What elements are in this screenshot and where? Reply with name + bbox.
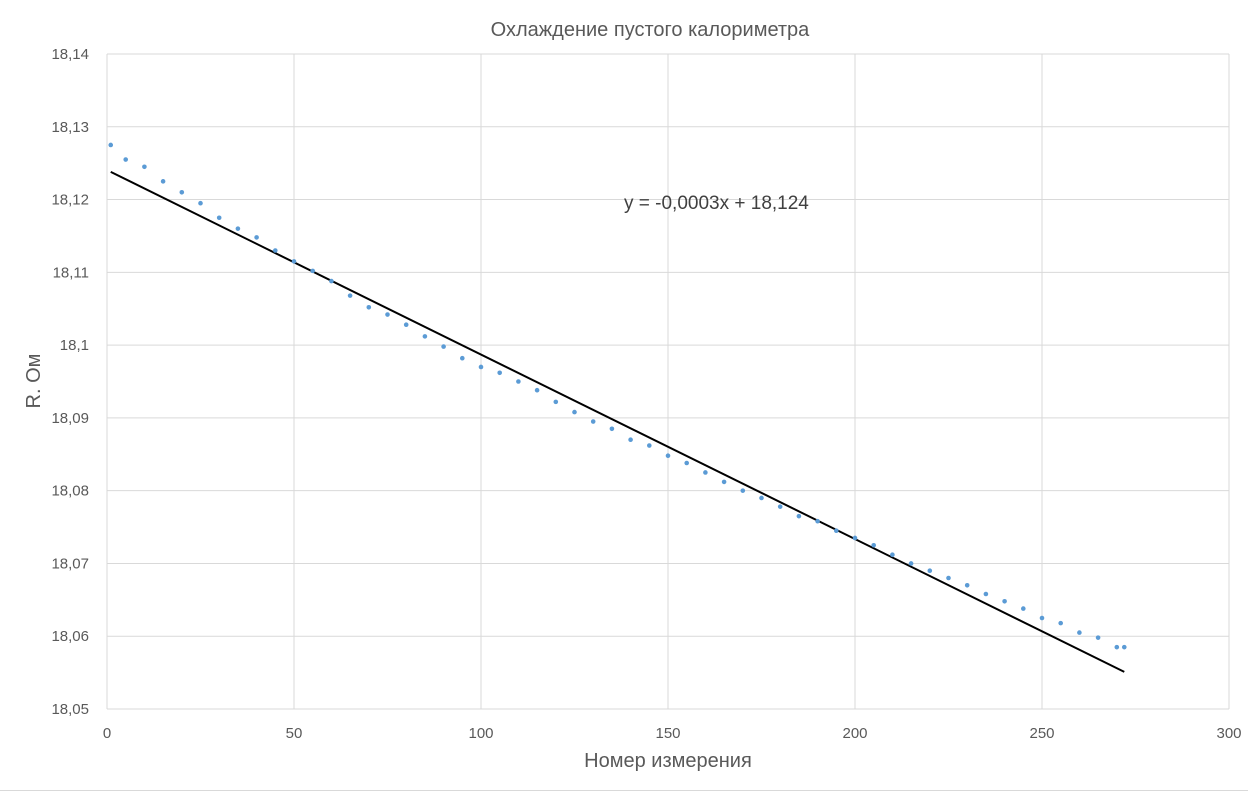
x-tick-label: 100 xyxy=(468,725,493,742)
data-point xyxy=(1021,606,1026,611)
data-point xyxy=(329,278,334,284)
data-point xyxy=(777,504,783,509)
x-tick-label: 150 xyxy=(655,725,680,742)
data-point xyxy=(310,268,316,274)
data-point xyxy=(1058,620,1063,626)
data-point xyxy=(216,215,222,221)
trendline-group xyxy=(110,171,1125,673)
data-point xyxy=(254,235,259,240)
y-tick-label: 18,13 xyxy=(51,119,89,136)
gridlines xyxy=(106,53,1230,710)
data-point xyxy=(291,259,297,264)
data-point xyxy=(497,370,503,376)
x-axis-ticks: 0 50 100 150 200 250 300 xyxy=(103,725,1242,742)
data-point xyxy=(478,364,484,370)
y-tick-label: 18,06 xyxy=(51,628,89,645)
data-point xyxy=(590,419,596,424)
data-point xyxy=(198,200,203,206)
data-point xyxy=(721,479,727,485)
trendline xyxy=(110,171,1125,673)
data-point xyxy=(1121,644,1127,650)
data-point xyxy=(871,542,876,548)
data-point xyxy=(927,568,933,574)
y-tick-label: 18,11 xyxy=(53,264,89,281)
y-axis-title: R. Ом xyxy=(23,354,45,409)
data-point xyxy=(703,470,708,475)
x-axis-title: Номер измерения xyxy=(584,750,752,772)
data-point xyxy=(385,312,390,317)
data-point xyxy=(1095,635,1101,640)
data-point xyxy=(160,179,166,184)
data-point xyxy=(609,426,615,432)
y-tick-label: 18,09 xyxy=(51,410,89,427)
chart-title: Охлаждение пустого калориметра xyxy=(491,19,811,41)
data-point xyxy=(516,379,521,384)
data-point xyxy=(273,248,278,253)
y-tick-label: 18,12 xyxy=(51,192,89,209)
data-point xyxy=(142,164,147,170)
x-tick-label: 0 xyxy=(103,725,111,742)
data-point xyxy=(179,189,185,195)
data-point xyxy=(684,460,689,466)
data-point xyxy=(108,142,114,148)
data-point xyxy=(403,322,409,328)
data-point xyxy=(534,387,540,393)
data-point xyxy=(123,157,128,162)
data-point xyxy=(460,355,465,361)
data-point xyxy=(1114,644,1120,650)
data-point xyxy=(441,344,446,349)
data-point xyxy=(740,488,746,493)
data-point xyxy=(852,535,858,541)
data-point xyxy=(628,437,633,443)
data-point xyxy=(422,334,428,339)
y-tick-label: 18,08 xyxy=(51,483,89,500)
data-point xyxy=(759,495,764,501)
bottom-divider xyxy=(0,790,1248,791)
data-point xyxy=(890,552,895,558)
y-tick-label: 18,14 xyxy=(51,46,89,63)
data-point xyxy=(834,528,839,533)
data-point xyxy=(1002,598,1007,604)
x-tick-label: 50 xyxy=(286,725,303,742)
x-tick-label: 300 xyxy=(1216,725,1241,742)
data-point xyxy=(1077,630,1082,635)
y-axis-ticks: 18,05 18,06 18,07 18,08 18,09 18,1 18,11 18,12 1… xyxy=(51,46,89,718)
data-point xyxy=(1039,615,1045,621)
data-point xyxy=(647,443,652,448)
x-tick-label: 200 xyxy=(842,725,867,742)
data-point xyxy=(235,226,241,231)
data-point xyxy=(946,575,951,581)
data-point xyxy=(964,582,970,588)
y-tick-label: 18,05 xyxy=(51,701,89,718)
data-point xyxy=(347,293,353,298)
data-point xyxy=(815,518,820,524)
x-tick-label: 250 xyxy=(1029,725,1054,742)
y-tick-label: 18,07 xyxy=(51,555,89,572)
data-point xyxy=(665,453,671,459)
data-point xyxy=(572,409,577,415)
data-point xyxy=(908,561,914,566)
data-point xyxy=(983,591,989,597)
data-point xyxy=(796,513,802,519)
y-tick-label: 18,1 xyxy=(60,337,89,354)
data-point xyxy=(366,304,372,310)
data-point xyxy=(553,399,559,405)
trendline-equation: y = -0,0003x + 18,124 xyxy=(624,193,809,214)
data-points xyxy=(108,142,1127,650)
